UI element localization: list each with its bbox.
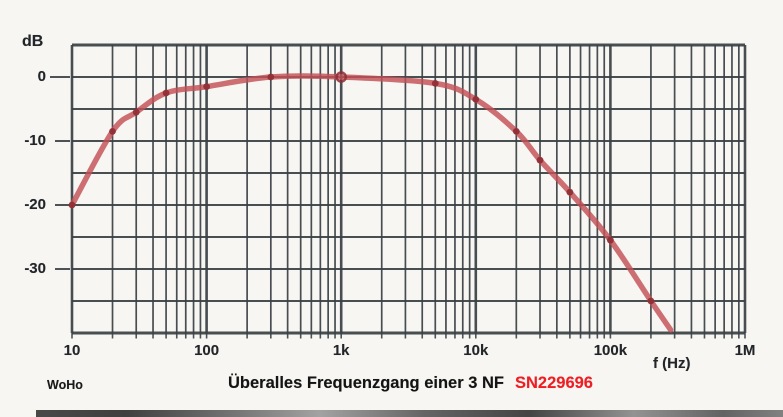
x-tick-label: 100k: [593, 342, 628, 359]
data-point: [68, 201, 76, 209]
x-tick-label: 10: [63, 342, 81, 359]
response-curve: [69, 73, 674, 333]
data-point: [203, 83, 211, 90]
data-point: [536, 156, 544, 164]
data-point: [132, 108, 140, 116]
caption-text: Überalles Frequenzgang einer 3 NF: [228, 374, 504, 392]
x-tick-label: 1k: [332, 342, 350, 359]
data-point: [512, 127, 520, 135]
y-tick-label: -30: [24, 260, 46, 277]
x-tick-label: 100: [194, 342, 220, 359]
x-tick-label: 10k: [463, 342, 489, 359]
data-point: [647, 297, 655, 305]
author-initials: WoHo: [47, 378, 83, 392]
chart-caption: Überalles Frequenzgang einer 3 NF SN2296…: [19, 374, 783, 393]
data-point-ring: [335, 71, 348, 83]
data-point: [607, 236, 614, 244]
data-point: [566, 188, 574, 196]
y-axis-unit-label: dB: [22, 33, 44, 50]
data-point: [431, 80, 439, 87]
y-tick-label: -20: [24, 196, 46, 213]
scan-edge-artifact: [36, 410, 783, 417]
y-tick-label: 0: [37, 68, 46, 85]
data-point: [472, 96, 480, 103]
x-tick-label: 1M: [734, 342, 756, 359]
x-axis-label: f (Hz): [653, 355, 691, 372]
data-point: [162, 89, 170, 97]
y-tick-label: -10: [24, 132, 46, 149]
data-point: [267, 73, 275, 81]
caption-serial-number: SN229696: [515, 374, 593, 392]
data-point: [109, 127, 116, 135]
